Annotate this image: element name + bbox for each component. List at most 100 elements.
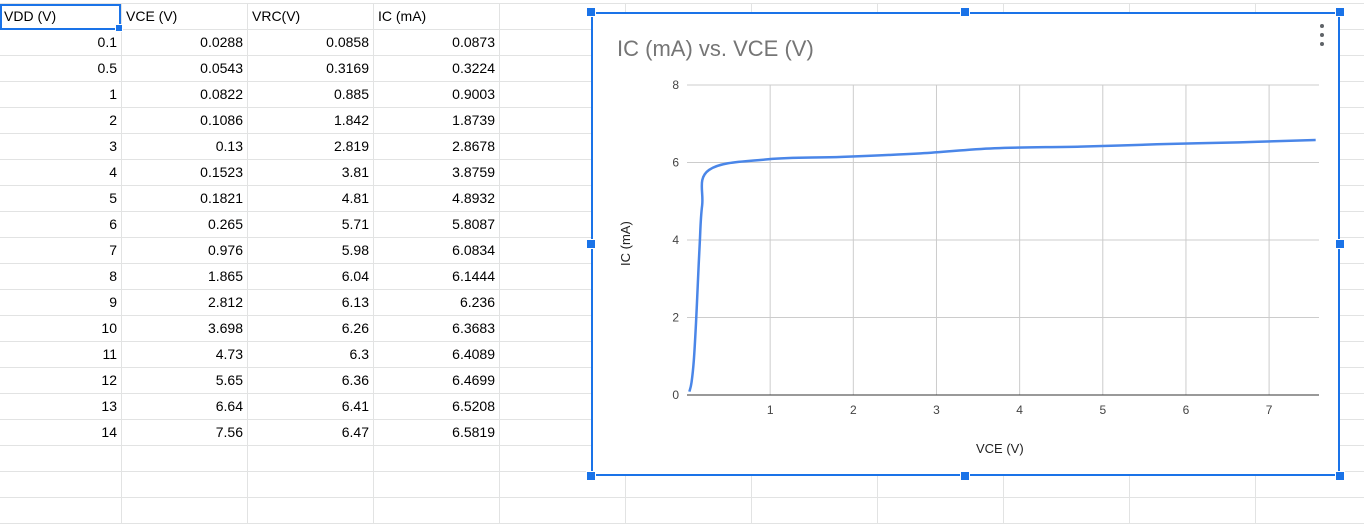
table-cell[interactable] — [248, 446, 374, 472]
resize-handle-bottom-left[interactable] — [586, 471, 596, 481]
empty-cell[interactable] — [1256, 498, 1364, 524]
table-cell[interactable]: 0.976 — [122, 238, 248, 264]
table-cell[interactable]: 6.1444 — [374, 264, 500, 290]
table-cell[interactable] — [248, 472, 374, 498]
table-cell[interactable]: 4.8932 — [374, 186, 500, 212]
table-cell[interactable]: 4 — [0, 160, 122, 186]
table-cell[interactable] — [374, 472, 500, 498]
table-cell[interactable]: 8 — [0, 264, 122, 290]
table-cell[interactable]: 2.812 — [122, 290, 248, 316]
empty-cell[interactable] — [1256, 472, 1364, 498]
table-cell[interactable]: 0.0288 — [122, 30, 248, 56]
resize-handle-middle-left[interactable] — [586, 239, 596, 249]
table-cell[interactable]: 0.0543 — [122, 56, 248, 82]
empty-cell[interactable] — [500, 472, 626, 498]
table-cell[interactable]: 6.4699 — [374, 368, 500, 394]
chart-container[interactable]: IC (mA) vs. VCE (V) 1 2 3 4 5 6 7 0 2 4 6 8 VCE (V)… — [591, 12, 1340, 476]
resize-handle-bottom-right[interactable] — [1335, 471, 1345, 481]
table-cell[interactable]: 6.64 — [122, 394, 248, 420]
table-cell[interactable]: 6.13 — [248, 290, 374, 316]
table-cell[interactable]: 6.236 — [374, 290, 500, 316]
table-cell[interactable]: 6.3 — [248, 342, 374, 368]
table-cell[interactable]: 10 — [0, 316, 122, 342]
table-cell[interactable]: 0.265 — [122, 212, 248, 238]
empty-cell[interactable] — [1004, 498, 1130, 524]
table-cell[interactable] — [0, 446, 122, 472]
table-cell[interactable]: 0.3169 — [248, 56, 374, 82]
table-cell[interactable] — [374, 446, 500, 472]
table-cell[interactable] — [0, 498, 122, 524]
table-cell[interactable] — [0, 472, 122, 498]
resize-handle-top-left[interactable] — [586, 7, 596, 17]
table-cell[interactable]: 7 — [0, 238, 122, 264]
empty-cell[interactable] — [1004, 472, 1130, 498]
empty-cell[interactable] — [878, 472, 1004, 498]
header-cell[interactable]: VCE (V) — [122, 4, 248, 30]
table-cell[interactable] — [374, 498, 500, 524]
empty-cell[interactable] — [500, 498, 626, 524]
table-cell[interactable]: 0.0858 — [248, 30, 374, 56]
table-cell[interactable]: 3.81 — [248, 160, 374, 186]
header-cell[interactable]: VDD (V) — [0, 4, 122, 30]
table-cell[interactable]: 6.41 — [248, 394, 374, 420]
table-cell[interactable]: 0.5 — [0, 56, 122, 82]
table-cell[interactable]: 14 — [0, 420, 122, 446]
table-cell[interactable]: 1.842 — [248, 108, 374, 134]
table-cell[interactable]: 0.885 — [248, 82, 374, 108]
table-cell[interactable]: 7.56 — [122, 420, 248, 446]
table-cell[interactable]: 5.8087 — [374, 212, 500, 238]
table-cell[interactable]: 0.1821 — [122, 186, 248, 212]
table-cell[interactable]: 6.36 — [248, 368, 374, 394]
table-cell[interactable] — [122, 472, 248, 498]
table-cell[interactable]: 9 — [0, 290, 122, 316]
header-cell[interactable]: IC (mA) — [374, 4, 500, 30]
table-cell[interactable]: 11 — [0, 342, 122, 368]
resize-handle-bottom-center[interactable] — [960, 471, 970, 481]
table-cell[interactable]: 2.819 — [248, 134, 374, 160]
header-cell[interactable]: VRC(V) — [248, 4, 374, 30]
table-cell[interactable]: 5.71 — [248, 212, 374, 238]
chart-menu-kebab-icon[interactable] — [1316, 22, 1328, 48]
resize-handle-top-right[interactable] — [1335, 7, 1345, 17]
table-cell[interactable]: 5.98 — [248, 238, 374, 264]
table-cell[interactable]: 5 — [0, 186, 122, 212]
table-cell[interactable]: 1.8739 — [374, 108, 500, 134]
table-cell[interactable]: 12 — [0, 368, 122, 394]
table-cell[interactable]: 0.1523 — [122, 160, 248, 186]
empty-cell[interactable] — [752, 472, 878, 498]
table-cell[interactable]: 0.13 — [122, 134, 248, 160]
table-cell[interactable]: 2 — [0, 108, 122, 134]
table-cell[interactable] — [122, 498, 248, 524]
table-cell[interactable]: 13 — [0, 394, 122, 420]
table-cell[interactable]: 6.0834 — [374, 238, 500, 264]
table-cell[interactable]: 1 — [0, 82, 122, 108]
empty-cell[interactable] — [752, 498, 878, 524]
empty-cell[interactable] — [626, 472, 752, 498]
table-cell[interactable]: 0.1 — [0, 30, 122, 56]
empty-cell[interactable] — [1130, 498, 1256, 524]
table-cell[interactable]: 6.5819 — [374, 420, 500, 446]
table-cell[interactable] — [122, 446, 248, 472]
table-cell[interactable]: 4.73 — [122, 342, 248, 368]
table-cell[interactable]: 0.0873 — [374, 30, 500, 56]
table-cell[interactable]: 6 — [0, 212, 122, 238]
table-cell[interactable]: 0.3224 — [374, 56, 500, 82]
table-cell[interactable]: 6.3683 — [374, 316, 500, 342]
table-cell[interactable]: 5.65 — [122, 368, 248, 394]
table-cell[interactable]: 6.5208 — [374, 394, 500, 420]
table-cell[interactable] — [248, 498, 374, 524]
table-cell[interactable]: 0.1086 — [122, 108, 248, 134]
table-cell[interactable]: 6.4089 — [374, 342, 500, 368]
empty-cell[interactable] — [878, 498, 1004, 524]
table-cell[interactable]: 3 — [0, 134, 122, 160]
table-cell[interactable]: 6.47 — [248, 420, 374, 446]
table-cell[interactable]: 4.81 — [248, 186, 374, 212]
table-cell[interactable]: 3.698 — [122, 316, 248, 342]
resize-handle-top-center[interactable] — [960, 7, 970, 17]
table-cell[interactable]: 3.8759 — [374, 160, 500, 186]
table-cell[interactable]: 0.0822 — [122, 82, 248, 108]
empty-cell[interactable] — [626, 498, 752, 524]
table-cell[interactable]: 6.26 — [248, 316, 374, 342]
resize-handle-middle-right[interactable] — [1335, 239, 1345, 249]
table-cell[interactable]: 0.9003 — [374, 82, 500, 108]
